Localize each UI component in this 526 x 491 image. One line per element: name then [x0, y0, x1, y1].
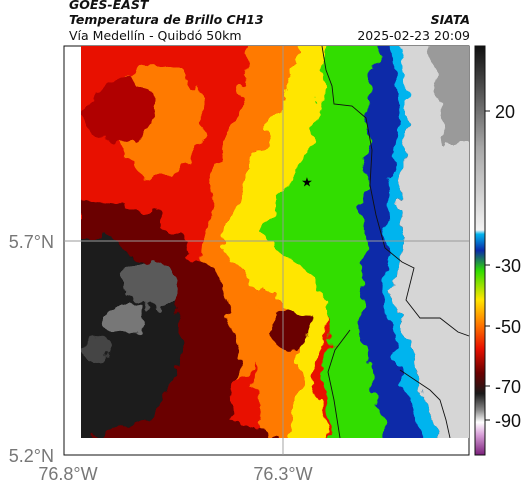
- latitude-tick-label: 5.7°N: [9, 232, 54, 252]
- colorbar-tick-label: -30: [495, 256, 521, 276]
- satellite-title: GOES-EAST: [69, 0, 149, 12]
- organization-label: SIATA: [430, 12, 470, 27]
- clear-sky-region: [395, 46, 469, 438]
- region-subtitle: Vía Medellín - Quibdó 50km: [69, 28, 242, 43]
- datetime-label: 2025-02-23 20:09: [357, 28, 470, 43]
- colorbar-tick-label: -90: [495, 411, 521, 431]
- border-line: [399, 369, 451, 438]
- colorbar-tick-label: -70: [495, 377, 521, 397]
- longitude-tick-label: 76.8°W: [38, 464, 97, 484]
- border-line: [327, 329, 351, 438]
- border-line: [321, 46, 469, 337]
- product-title: Temperatura de Brillo CH13: [69, 12, 264, 27]
- colorbar-ticks: [485, 110, 490, 421]
- location-marker-icon: ★: [301, 175, 313, 190]
- brightness-temperature-field: [81, 46, 469, 438]
- colorbar-tick-label: 20: [495, 102, 515, 122]
- latitude-tick-label: 5.2°N: [9, 446, 54, 466]
- longitude-tick-label: 76.3°W: [253, 464, 312, 484]
- colorbar: [474, 45, 486, 456]
- colorbar-tick-label: -50: [495, 317, 521, 337]
